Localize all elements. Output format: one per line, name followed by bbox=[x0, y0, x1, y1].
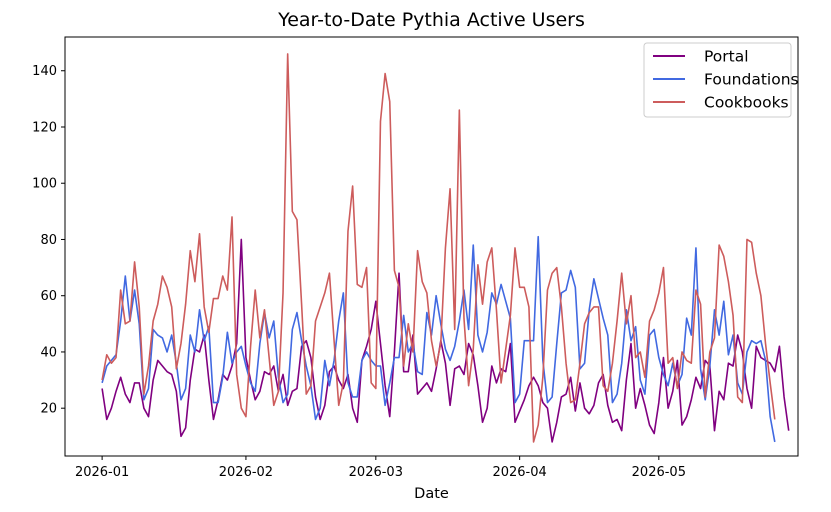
y-tick-label: 80 bbox=[40, 233, 57, 248]
y-tick-label: 140 bbox=[32, 64, 57, 79]
y-tick-label: 100 bbox=[32, 177, 57, 192]
series-layer bbox=[101, 53, 790, 443]
x-axis: 2026-01 2026-02 2026-03 2026-04 2026-05 bbox=[75, 456, 686, 480]
x-tick-label: 2026-01 bbox=[75, 465, 129, 480]
y-axis: 20 40 60 80 100 120 140 bbox=[32, 64, 65, 417]
y-tick-label: 40 bbox=[40, 345, 57, 360]
y-tick-label: 120 bbox=[32, 120, 57, 135]
x-axis-label: Date bbox=[414, 486, 449, 502]
x-tick-label: 2026-05 bbox=[632, 465, 686, 480]
series-line-1 bbox=[101, 235, 776, 443]
chart-title: Year-to-Date Pythia Active Users bbox=[277, 9, 585, 31]
series-line-0 bbox=[101, 238, 790, 443]
plot-frame bbox=[64, 36, 799, 457]
legend-label: Foundations bbox=[704, 71, 799, 89]
legend-label: Cookbooks bbox=[704, 94, 789, 112]
x-tick-label: 2026-02 bbox=[219, 465, 273, 480]
legend: Portal Foundations Cookbooks bbox=[643, 42, 799, 118]
x-tick-label: 2026-03 bbox=[349, 465, 403, 480]
y-tick-label: 60 bbox=[40, 289, 57, 304]
series-line-2 bbox=[101, 53, 776, 443]
legend-label: Portal bbox=[704, 48, 749, 66]
x-tick-label: 2026-04 bbox=[492, 465, 546, 480]
legend-frame bbox=[643, 42, 792, 118]
y-tick-label: 20 bbox=[40, 402, 57, 417]
